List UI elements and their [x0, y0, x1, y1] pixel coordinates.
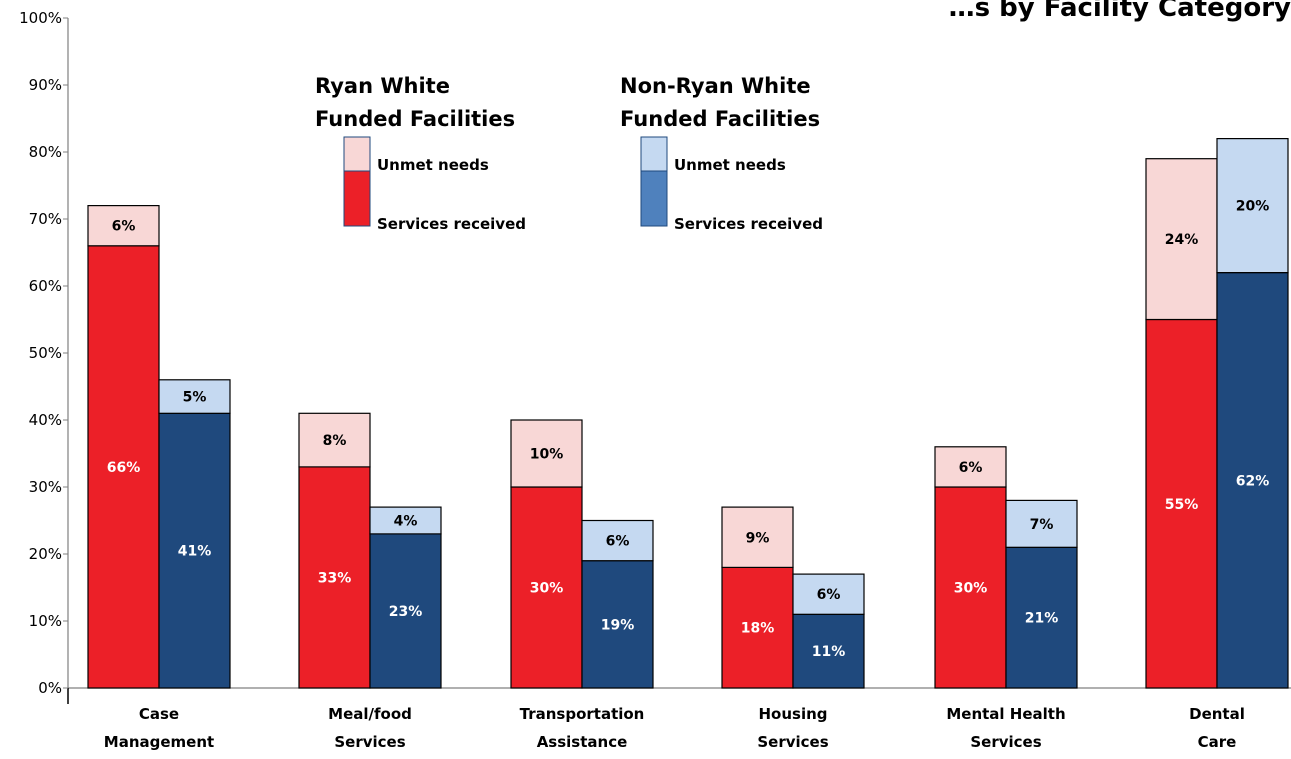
bar-segment-services-received — [158, 412, 231, 689]
y-tick-label: 40% — [29, 411, 62, 429]
bar-segment-services-received — [721, 566, 794, 689]
data-label: 41% — [178, 544, 212, 560]
data-label: 30% — [954, 581, 988, 597]
legend-swatch-services-received — [343, 170, 371, 227]
legend-swatch-unmet-needs — [343, 136, 371, 172]
category-label: Mental Health — [946, 705, 1065, 723]
data-label: 5% — [183, 390, 207, 406]
data-label: 30% — [530, 581, 564, 597]
data-label: 7% — [1030, 517, 1054, 533]
data-label: 62% — [1236, 473, 1270, 489]
data-label: 6% — [959, 460, 983, 476]
data-label: 66% — [107, 460, 141, 476]
bar-segment-unmet-needs — [510, 419, 583, 488]
legend-group-title: Ryan White — [315, 74, 450, 98]
legend-group-title: Funded Facilities — [315, 107, 515, 131]
category-label: Assistance — [537, 733, 628, 751]
data-label: 20% — [1236, 199, 1270, 215]
data-label: 10% — [530, 447, 564, 463]
category-label: Dental — [1189, 705, 1245, 723]
data-label: 9% — [746, 530, 770, 546]
legend-group-title: Funded Facilities — [620, 107, 820, 131]
y-tick-label: 20% — [29, 545, 62, 563]
data-label: 8% — [323, 433, 347, 449]
legend-group-title: Non-Ryan White — [620, 74, 811, 98]
data-label: 18% — [741, 621, 775, 637]
legend-item-label: Unmet needs — [674, 156, 786, 174]
bar-segment-unmet-needs — [792, 573, 865, 615]
legend-item-label: Services received — [377, 215, 526, 233]
bar-segment-unmet-needs — [369, 506, 442, 535]
category-label: Services — [334, 733, 405, 751]
data-label: 6% — [606, 534, 630, 550]
bar-segment-services-received — [298, 466, 371, 689]
bar-segment-unmet-needs — [581, 519, 654, 562]
data-label: 11% — [812, 644, 846, 660]
bar-segment-unmet-needs — [721, 506, 794, 569]
y-tick-label: 80% — [29, 143, 62, 161]
bar-segment-services-received — [792, 613, 865, 689]
data-label: 4% — [394, 514, 418, 530]
legend-item-label: Services received — [674, 215, 823, 233]
y-tick-label: 90% — [29, 76, 62, 94]
y-tick-label: 50% — [29, 344, 62, 362]
y-tick-label: 70% — [29, 210, 62, 228]
bar-segment-services-received — [1145, 318, 1218, 689]
chart-title: …s by Facility Category — [949, 0, 1291, 23]
bar-segment-unmet-needs — [1005, 499, 1078, 548]
data-label: 6% — [112, 219, 136, 235]
bar-segment-services-received — [510, 486, 583, 689]
category-label: Case — [139, 705, 179, 723]
category-label: Transportation — [520, 705, 645, 723]
category-label: Services — [970, 733, 1041, 751]
category-label: Meal/food — [328, 705, 412, 723]
data-label: 55% — [1165, 497, 1199, 513]
bar-segment-services-received — [1216, 272, 1289, 689]
bar-segment-unmet-needs — [298, 412, 371, 468]
data-label: 33% — [318, 570, 352, 586]
bar-segment-unmet-needs — [934, 446, 1007, 488]
y-tick-label: 10% — [29, 612, 62, 630]
bar-segment-services-received — [581, 560, 654, 689]
y-tick-label: 30% — [29, 478, 62, 496]
data-label: 19% — [601, 617, 635, 633]
bar-segment-unmet-needs — [1145, 158, 1218, 321]
y-tick-label: 100% — [19, 9, 62, 27]
legend-swatch-unmet-needs — [640, 136, 668, 172]
y-tick-label: 0% — [38, 679, 62, 697]
category-label: Care — [1198, 733, 1237, 751]
bar-segment-unmet-needs — [158, 379, 231, 414]
category-label: Services — [757, 733, 828, 751]
bar-segment-services-received — [934, 486, 1007, 689]
bar-segment-unmet-needs — [87, 205, 160, 247]
bar-segment-services-received — [369, 533, 442, 689]
bar-segment-unmet-needs — [1216, 138, 1289, 274]
data-label: 24% — [1165, 232, 1199, 248]
data-label: 23% — [389, 604, 423, 620]
y-tick-label: 60% — [29, 277, 62, 295]
category-label: Housing — [758, 705, 827, 723]
data-label: 21% — [1025, 611, 1059, 627]
legend-item-label: Unmet needs — [377, 156, 489, 174]
category-label: Management — [104, 733, 214, 751]
legend-swatch-services-received — [640, 170, 668, 227]
data-label: 6% — [817, 587, 841, 603]
